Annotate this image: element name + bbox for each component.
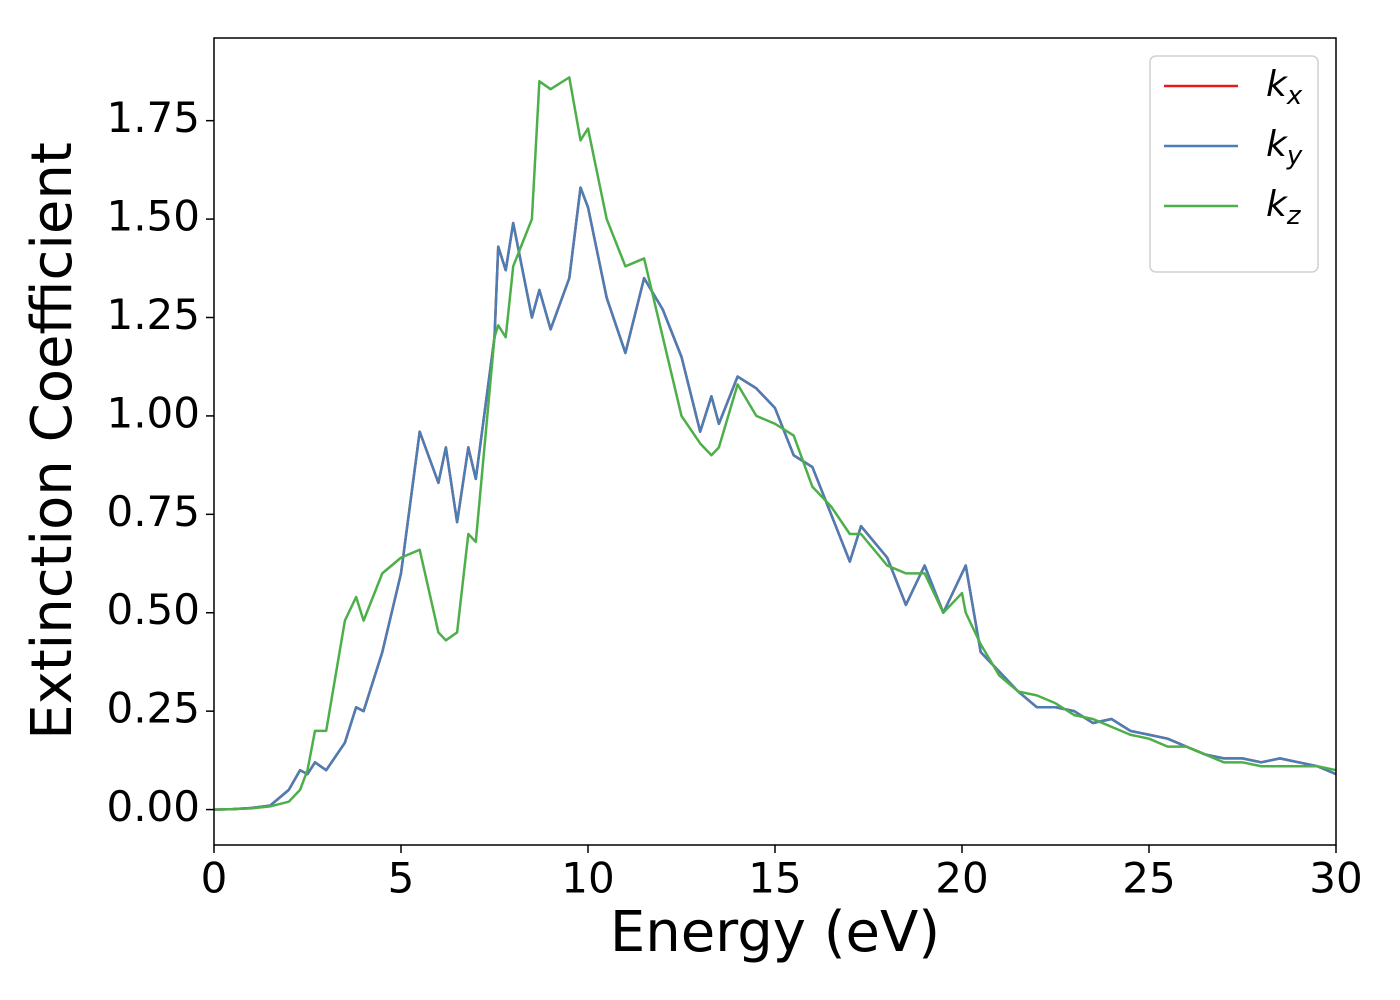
- x-tick-label: 15: [748, 854, 801, 903]
- x-tick-label: 25: [1122, 854, 1175, 903]
- y-tick-label: 0.50: [106, 585, 200, 634]
- y-axis-label: Extinction Coefficient: [20, 142, 85, 740]
- legend-label: kz: [1266, 184, 1302, 231]
- x-tick-label: 0: [201, 854, 228, 903]
- legend-label: ky: [1266, 124, 1303, 171]
- y-tick-label: 1.25: [106, 290, 200, 339]
- plot-frame: [213, 37, 1337, 846]
- x-tick-label: 20: [935, 854, 988, 903]
- line-series: [214, 186, 1336, 811]
- legend-box: [1149, 55, 1319, 273]
- y-tick-label: 1.00: [106, 388, 200, 437]
- line-series: [214, 76, 1336, 811]
- y-tick-label: 1.75: [106, 93, 200, 142]
- line-series: [214, 186, 1336, 811]
- x-axis-label: Energy (eV): [610, 900, 940, 965]
- y-tick-label: 0.25: [106, 684, 200, 733]
- y-tick-label: 0.75: [106, 487, 200, 536]
- y-tick-label: 1.50: [106, 192, 200, 241]
- legend-label: kx: [1266, 64, 1303, 111]
- x-tick-label: 5: [388, 854, 415, 903]
- y-tick-label: 0.00: [106, 782, 200, 831]
- x-tick-label: 30: [1309, 854, 1362, 903]
- x-tick-label: 10: [561, 854, 614, 903]
